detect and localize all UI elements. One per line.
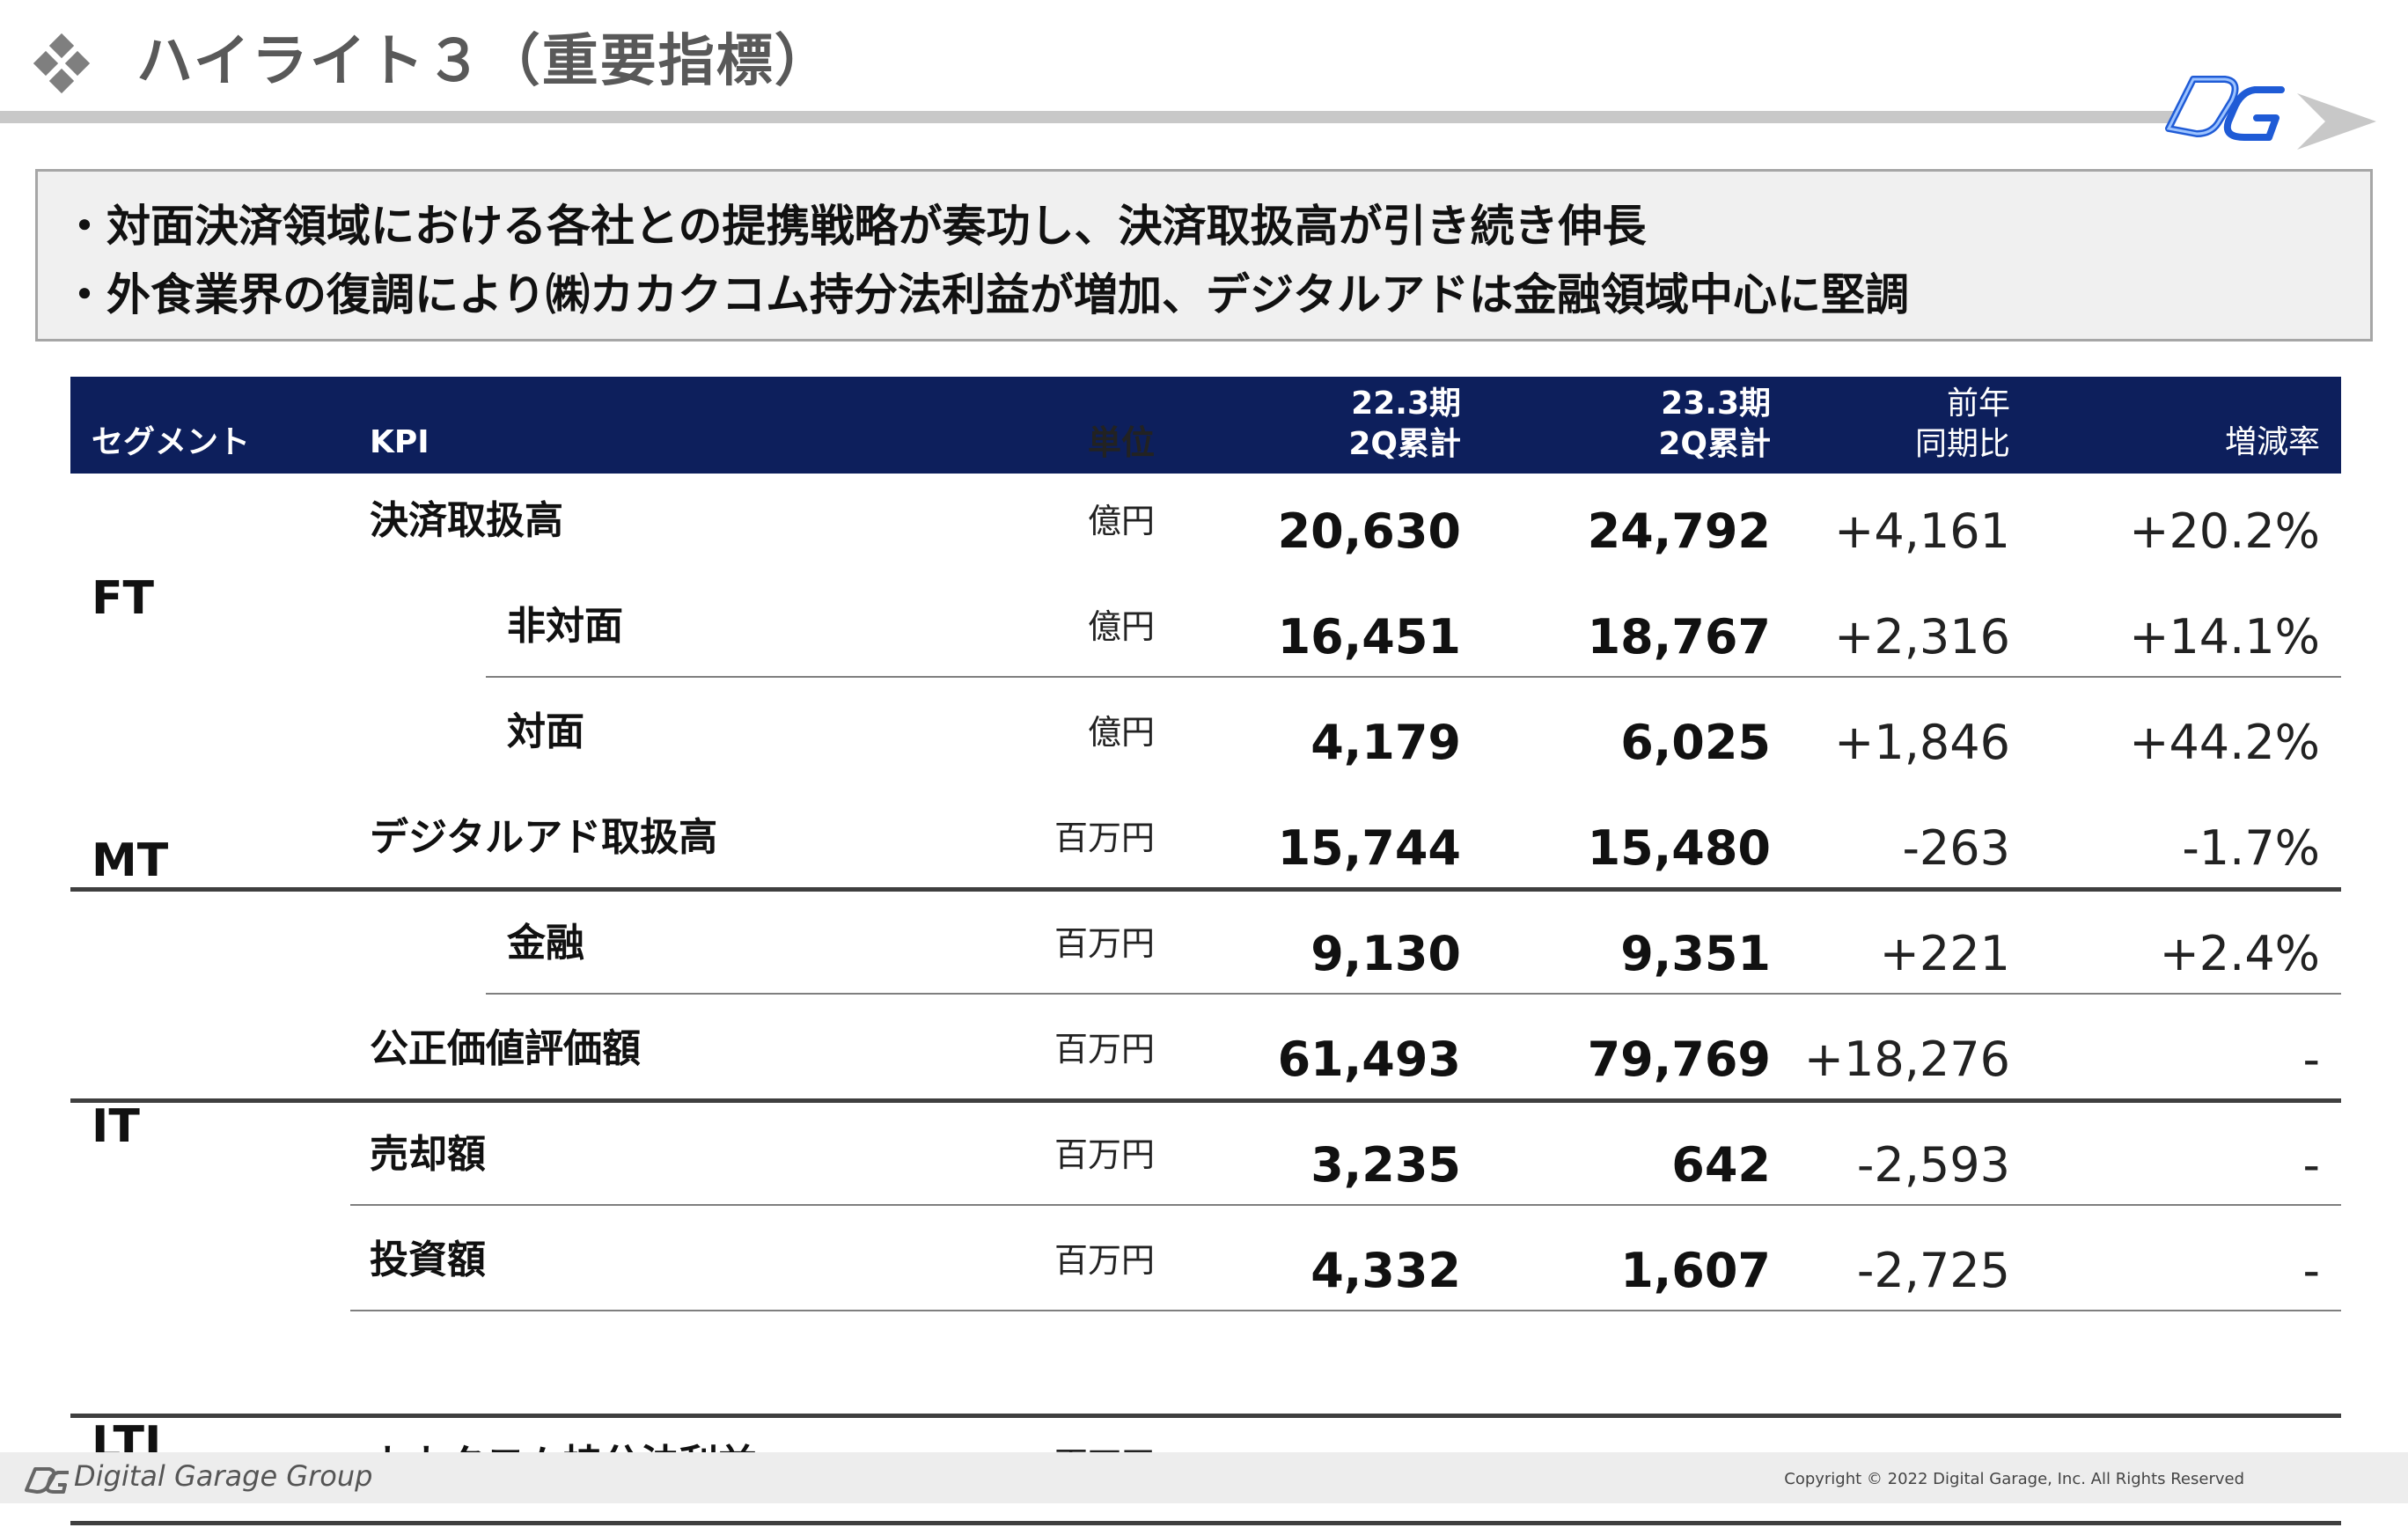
header-fy22: 22.3期 2Q累計 [1348,384,1461,465]
summary-line-2: ・外食業界の復調により㈱カカクコム持分法利益が増加、デジタルアドは金融領域中心に… [62,269,1909,320]
table-header: セグメント KPI 単位 22.3期 2Q累計 23.3期 2Q累計 前年 同期… [70,377,2341,474]
table-row: 公正価値評価額 百万円 61,493 79,769 +18,276 - [70,1002,2341,1107]
value-rate: +44.2% [2129,715,2320,770]
header-fy22-line2: 2Q累計 [1348,426,1461,462]
table-row: 決済取扱高 億円 20,630 24,792 +4,161 +20.2% [70,474,2341,579]
header-segment: セグメント [92,424,251,460]
value-fy22: 20,630 [1277,503,1461,559]
value-yoy: -263 [1902,820,2010,876]
footer-logo-icon [25,1467,69,1494]
kpi-unit: 億円 [1087,502,1155,540]
segment-divider [70,1098,2341,1103]
dg-logo-icon [2165,76,2285,141]
value-fy23: 9,351 [1620,926,1771,981]
header-rule [0,111,2174,123]
header-unit: 単位 [1087,423,1155,462]
footer-brand: Digital Garage Group [74,1459,373,1493]
kpi-unit: 百万円 [1054,1241,1155,1280]
header-fy22-line1: 22.3期 [1351,386,1461,422]
header-yoy-line1: 前年 [1946,386,2010,422]
kpi-name: 公正価値評価額 [370,1026,641,1071]
kpi-name: 金融 [507,921,584,966]
header-fy23-line2: 2Q累計 [1658,426,1771,462]
kpi-unit: 百万円 [1054,924,1155,963]
kpi-name: 対面 [507,709,584,754]
kpi-name: デジタルアド取扱高 [370,815,718,860]
footer-band [0,1452,2408,1503]
value-yoy: +2,316 [1834,609,2010,665]
table-row: 対面 億円 4,179 6,025 +1,846 +44.2% [70,685,2341,790]
value-yoy: -2,725 [1856,1243,2010,1298]
value-rate: - [2302,1032,2321,1087]
segment-label-ft: FT [92,572,154,625]
segment-divider [70,1414,2341,1418]
table-row: デジタルアド取扱高 百万円 15,744 15,480 -263 -1.7% [70,790,2341,896]
summary-box: ・対面決済領域における各社との提携戦略が奏功し、決済取扱高が引き続き伸長 ・外食… [35,169,2373,342]
value-rate: - [2302,1243,2321,1298]
value-fy22: 9,130 [1310,926,1461,981]
table-body: FT MT IT LTI 決済取扱高 億円 20,630 24,792 +4,1… [70,474,2341,1535]
kpi-unit: 百万円 [1054,819,1155,857]
value-yoy: -2,593 [1856,1137,2010,1193]
table-row: 非対面 億円 16,451 18,767 +2,316 +14.1% [70,579,2341,685]
row-divider [486,993,2341,995]
header-kpi: KPI [370,424,429,460]
value-rate: -1.7% [2182,820,2320,876]
footer-copyright: Copyright © 2022 Digital Garage, Inc. Al… [1784,1470,2244,1488]
value-yoy: +221 [1879,926,2010,981]
header-yoy: 前年 同期比 [1915,384,2010,465]
value-fy22: 4,332 [1310,1243,1461,1298]
value-fy22: 61,493 [1277,1032,1461,1087]
value-yoy: +18,276 [1803,1032,2010,1087]
value-yoy: +1,846 [1834,715,2010,770]
value-rate: +2.4% [2159,926,2320,981]
value-fy22: 4,179 [1310,715,1461,770]
table-row: 売却額 百万円 3,235 642 -2,593 - [70,1107,2341,1213]
value-fy23: 642 [1671,1137,1771,1193]
value-rate: - [2302,1137,2321,1193]
segment-label-it: IT [92,1100,140,1153]
summary-line-1: ・対面決済領域における各社との提携戦略が奏功し、決済取扱高が引き続き伸長 [62,201,1647,252]
kpi-name: 投資額 [370,1238,486,1282]
value-fy22: 16,451 [1277,609,1461,665]
header-fy23: 23.3期 2Q累計 [1658,384,1771,465]
row-divider [350,1204,2341,1206]
row-divider [486,676,2341,678]
header-arrow-icon [2297,93,2376,150]
value-fy23: 1,607 [1620,1243,1771,1298]
header-rate: 増減率 [2224,424,2320,460]
segment-divider [70,887,2341,892]
kpi-name: 決済取扱高 [370,498,563,543]
value-rate: +20.2% [2129,503,2320,559]
row-divider [350,1310,2341,1311]
value-yoy: +4,161 [1834,503,2010,559]
kpi-name: 売却額 [370,1132,486,1177]
value-fy22: 15,744 [1277,820,1461,876]
kpi-name: 非対面 [507,604,623,649]
header-fy23-line1: 23.3期 [1661,386,1771,422]
title-diamond-icon [33,33,91,94]
value-fy23: 24,792 [1587,503,1771,559]
value-fy23: 79,769 [1587,1032,1771,1087]
table-row: 金融 百万円 9,130 9,351 +221 +2.4% [70,896,2341,1002]
kpi-unit: 億円 [1087,713,1155,752]
kpi-table: セグメント KPI 単位 22.3期 2Q累計 23.3期 2Q累計 前年 同期… [70,377,2341,1535]
value-fy23: 6,025 [1620,715,1771,770]
value-fy23: 15,480 [1587,820,1771,876]
kpi-unit: 百万円 [1054,1135,1155,1174]
value-rate: +14.1% [2129,609,2320,665]
kpi-unit: 億円 [1087,607,1155,646]
value-fy23: 18,767 [1587,609,1771,665]
table-row: 投資額 百万円 4,332 1,607 -2,725 - [70,1213,2341,1318]
kpi-unit: 百万円 [1054,1030,1155,1069]
page-title: ハイライト３（重要指標） [136,29,833,94]
value-fy22: 3,235 [1310,1137,1461,1193]
header-yoy-line2: 同期比 [1914,426,2010,462]
segment-label-mt: MT [92,834,169,887]
